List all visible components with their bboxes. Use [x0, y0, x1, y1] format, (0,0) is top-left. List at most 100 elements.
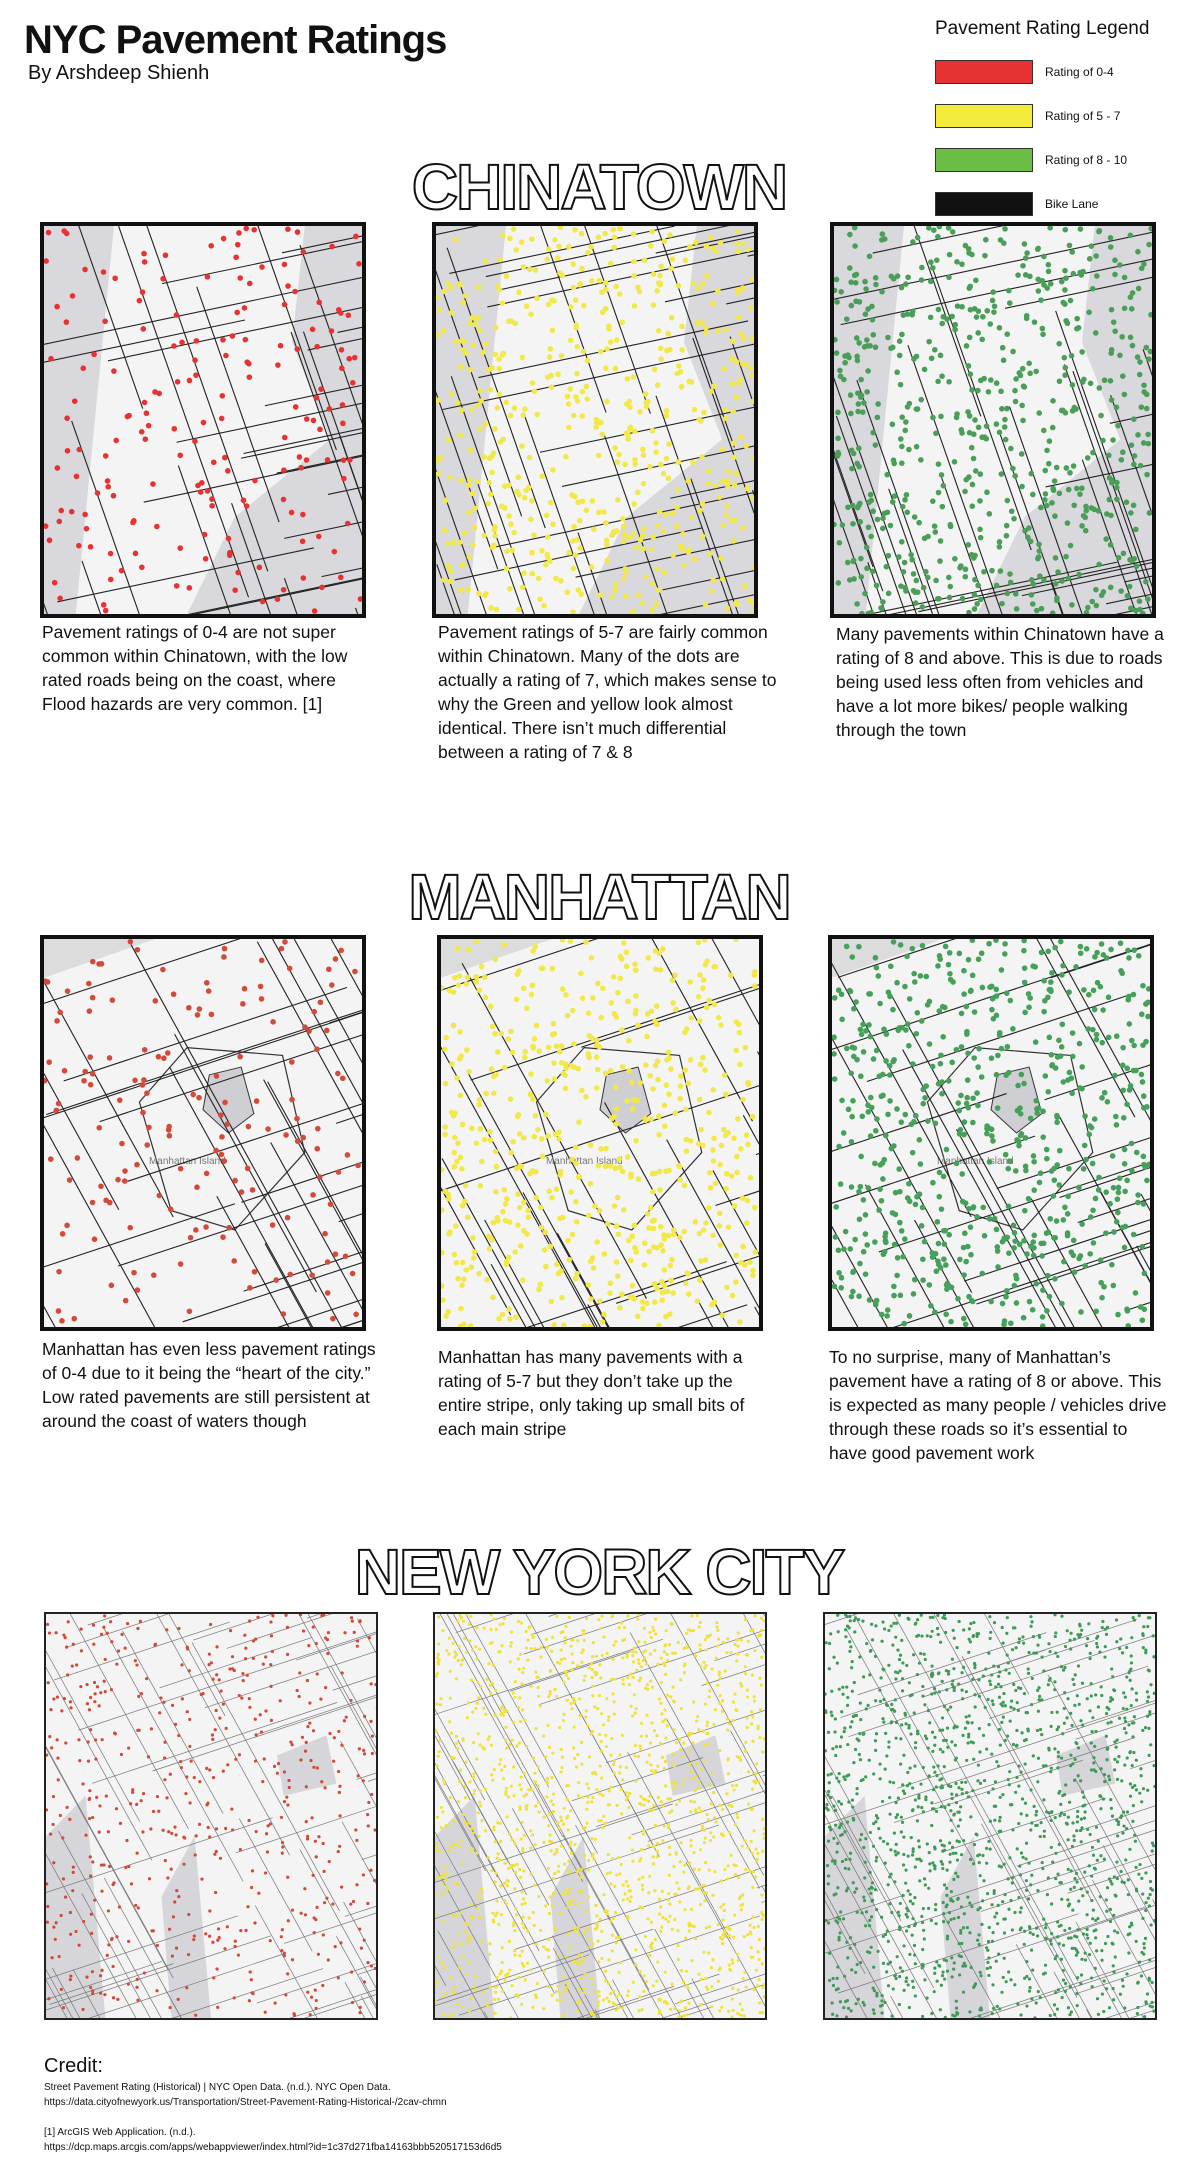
rating-dot: [1050, 485, 1056, 492]
rating-dot: [1093, 253, 1099, 259]
rating-dot: [648, 1630, 652, 1634]
rating-dot: [151, 1809, 156, 1814]
rating-dot: [725, 1717, 729, 1721]
rating-dot: [682, 1671, 687, 1675]
rating-dot: [602, 1163, 609, 1170]
rating-dot: [639, 1721, 644, 1725]
rating-dot: [906, 1042, 912, 1049]
rating-dot: [117, 1905, 122, 1909]
rating-dot: [1045, 948, 1052, 955]
rating-dot: [891, 1056, 897, 1063]
rating-dot: [902, 427, 909, 434]
rating-dot: [565, 1784, 569, 1788]
rating-dot: [1135, 1199, 1141, 1206]
rating-dot: [259, 598, 266, 605]
rating-dot: [1059, 972, 1065, 978]
rating-dot: [1130, 502, 1137, 509]
rating-dot: [643, 1640, 647, 1644]
rating-dot: [441, 1297, 446, 1303]
rating-dot: [710, 1232, 716, 1239]
rating-dot: [169, 1867, 173, 1871]
rating-dot: [298, 464, 305, 471]
street: [46, 1853, 137, 2018]
rating-dot: [637, 409, 643, 415]
rating-dot: [666, 1898, 670, 1902]
rating-dot: [1110, 1282, 1117, 1289]
rating-dot: [897, 1219, 903, 1226]
rating-dot: [933, 1268, 940, 1275]
rating-dot: [702, 1067, 708, 1073]
rating-dot: [938, 413, 944, 420]
rating-dot: [1101, 377, 1108, 384]
rating-dot: [104, 478, 111, 484]
rating-dot: [531, 532, 537, 538]
rating-dot: [894, 979, 900, 986]
rating-dot: [269, 1634, 274, 1638]
rating-dot: [750, 1787, 755, 1791]
street: [661, 1983, 765, 2018]
rating-dot: [563, 992, 569, 998]
rating-dot: [620, 1733, 625, 1738]
rating-dot: [475, 590, 482, 597]
rating-dot: [694, 1762, 698, 1766]
rating-dot: [716, 1210, 723, 1217]
rating-dot: [127, 939, 134, 945]
street: [176, 402, 362, 443]
rating-dot: [207, 1663, 211, 1667]
rating-dot: [605, 1996, 609, 2000]
rating-dot: [1065, 575, 1072, 582]
rating-dot: [327, 1859, 331, 1864]
rating-dot: [559, 272, 566, 279]
rating-dot: [668, 1914, 672, 1918]
rating-dot: [578, 1713, 582, 1718]
street: [57, 547, 314, 603]
street: [44, 939, 241, 1004]
rating-dot: [62, 1633, 66, 1637]
rating-dot: [286, 1875, 290, 1879]
rating-dot: [711, 1958, 715, 1962]
rating-dot: [709, 1966, 714, 1970]
rating-dot: [870, 1056, 877, 1062]
rating-dot: [288, 509, 295, 516]
rating-dot: [568, 1945, 572, 1950]
rating-dot: [139, 564, 145, 571]
rating-dot: [464, 1650, 469, 1654]
rating-dot: [677, 1887, 681, 1891]
rating-dot: [839, 1016, 845, 1023]
street: [118, 1184, 362, 1267]
rating-dot: [440, 327, 447, 334]
rating-dot: [910, 239, 916, 245]
rating-dot: [692, 1867, 697, 1871]
rating-dot: [342, 1253, 349, 1260]
street: [539, 406, 754, 453]
rating-dot: [716, 1628, 720, 1633]
rating-dot: [595, 1914, 599, 1918]
rating-dot: [553, 575, 559, 582]
rating-dot: [1014, 1107, 1021, 1114]
rating-dot: [945, 961, 952, 968]
rating-dot: [832, 1076, 838, 1082]
rating-dot: [656, 1131, 662, 1138]
rating-dot: [1043, 1230, 1050, 1236]
rating-dot: [73, 473, 80, 480]
rating-dot: [668, 1852, 672, 1857]
rating-dot: [715, 1621, 719, 1625]
rating-dot: [730, 408, 736, 415]
rating-dot: [1011, 1282, 1018, 1289]
rating-dot: [734, 1708, 738, 1712]
rating-dot: [971, 591, 978, 598]
rating-dot: [1140, 440, 1147, 446]
street: [523, 1614, 647, 1655]
rating-dot: [116, 1997, 120, 2001]
rating-dot: [837, 367, 843, 374]
rating-dot: [1062, 372, 1068, 379]
rating-dot: [974, 1214, 980, 1220]
rating-dot: [834, 336, 838, 343]
street: [44, 1072, 120, 1211]
rating-dot: [531, 2005, 535, 2009]
rating-dot: [69, 1932, 73, 1936]
rating-dot: [597, 1989, 601, 1994]
rating-dot: [490, 1220, 497, 1226]
rating-dot: [533, 1771, 537, 1775]
rating-dot: [835, 580, 842, 586]
